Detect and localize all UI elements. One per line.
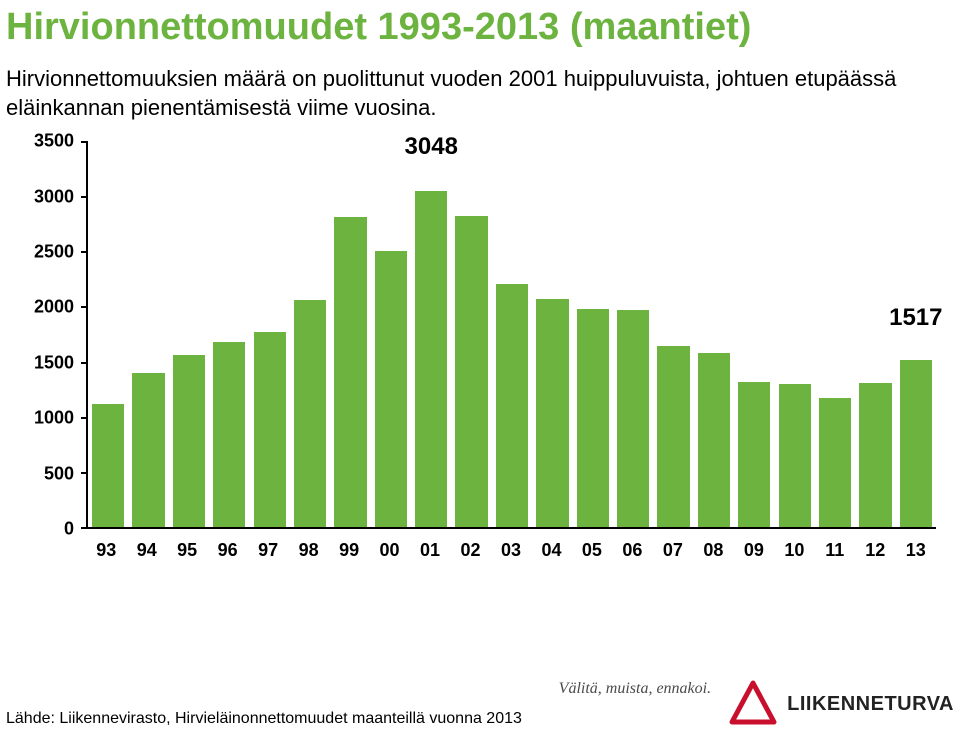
y-tick-mark	[81, 251, 88, 253]
x-tick-label: 96	[218, 540, 238, 561]
x-tick-label: 03	[501, 540, 521, 561]
brand-name: LIIKENNETURVA	[787, 693, 954, 716]
source-text: Lähde: Liikennevirasto, Hirvieläinonnett…	[6, 710, 522, 728]
x-tick-label: 00	[380, 540, 400, 561]
bar	[536, 299, 568, 527]
page-title: Hirvionnettomuudet 1993-2013 (maantiet)	[6, 6, 960, 50]
y-tick-label: 0	[64, 519, 74, 540]
bars-layer: 30481517	[88, 141, 936, 527]
x-tick-label: 11	[825, 540, 844, 561]
bar	[859, 383, 891, 527]
x-tick-label: 94	[137, 540, 157, 561]
y-tick-mark	[81, 362, 88, 364]
x-tick-label: 95	[177, 540, 197, 561]
bar	[254, 332, 286, 527]
slogan: Välitä, muista, ennakoi.	[559, 680, 711, 698]
bar	[657, 346, 689, 527]
y-tick-label: 500	[44, 463, 74, 484]
bar	[415, 191, 447, 527]
page-subtitle: Hirvionnettomuuksien määrä on puolittunu…	[6, 64, 936, 123]
bar	[375, 251, 407, 527]
y-axis: 0500100015002000250030003500	[24, 141, 82, 529]
liikenneturva-logo: LIIKENNETURVA	[729, 680, 954, 728]
x-tick-label: 12	[865, 540, 885, 561]
y-tick-label: 1500	[34, 352, 74, 373]
bar	[496, 284, 528, 527]
x-tick-label: 06	[622, 540, 642, 561]
logo-triangle-icon	[729, 680, 777, 728]
bar	[294, 300, 326, 527]
x-tick-label: 98	[299, 540, 319, 561]
y-tick-label: 1000	[34, 408, 74, 429]
bar	[173, 355, 205, 527]
y-tick-label: 3500	[34, 131, 74, 152]
y-tick-label: 2500	[34, 241, 74, 262]
y-tick-label: 3000	[34, 186, 74, 207]
x-tick-label: 07	[663, 540, 683, 561]
bar	[698, 353, 730, 527]
bar	[213, 342, 245, 527]
bar-chart: Onnettomuudet 05001000150020002500300035…	[6, 141, 936, 561]
x-tick-label: 05	[582, 540, 602, 561]
x-tick-label: 10	[784, 540, 804, 561]
bar	[779, 384, 811, 527]
value-annotation: 3048	[405, 133, 458, 161]
x-tick-label: 04	[541, 540, 561, 561]
y-tick-label: 2000	[34, 297, 74, 318]
bar	[455, 216, 487, 527]
x-tick-label: 02	[461, 540, 481, 561]
bar	[92, 404, 124, 528]
x-tick-label: 97	[258, 540, 278, 561]
bar	[617, 310, 649, 527]
y-tick-mark	[81, 306, 88, 308]
bar	[900, 360, 932, 527]
y-tick-mark	[81, 141, 88, 143]
y-tick-mark	[81, 417, 88, 419]
bar	[819, 398, 851, 527]
bar	[738, 382, 770, 528]
footer: Lähde: Liikennevirasto, Hirvieläinonnett…	[6, 680, 954, 728]
x-tick-label: 99	[339, 540, 359, 561]
y-tick-mark	[81, 196, 88, 198]
value-annotation: 1517	[889, 304, 942, 332]
x-tick-label: 09	[744, 540, 764, 561]
x-tick-label: 08	[703, 540, 723, 561]
x-axis: 93 94 95 96 97 98 99 00 01 02 03 04 05 06 07 08 09 10 11 12…	[86, 529, 936, 561]
bar	[334, 217, 366, 527]
x-tick-label: 13	[906, 540, 926, 561]
bar	[132, 373, 164, 527]
y-tick-mark	[81, 472, 88, 474]
logo-group: Välitä, muista, ennakoi. LIIKENNETURVA	[559, 680, 954, 728]
x-tick-label: 01	[420, 540, 440, 561]
x-tick-label: 93	[96, 540, 116, 561]
plot-area: 30481517	[86, 141, 936, 529]
bar	[577, 309, 609, 527]
